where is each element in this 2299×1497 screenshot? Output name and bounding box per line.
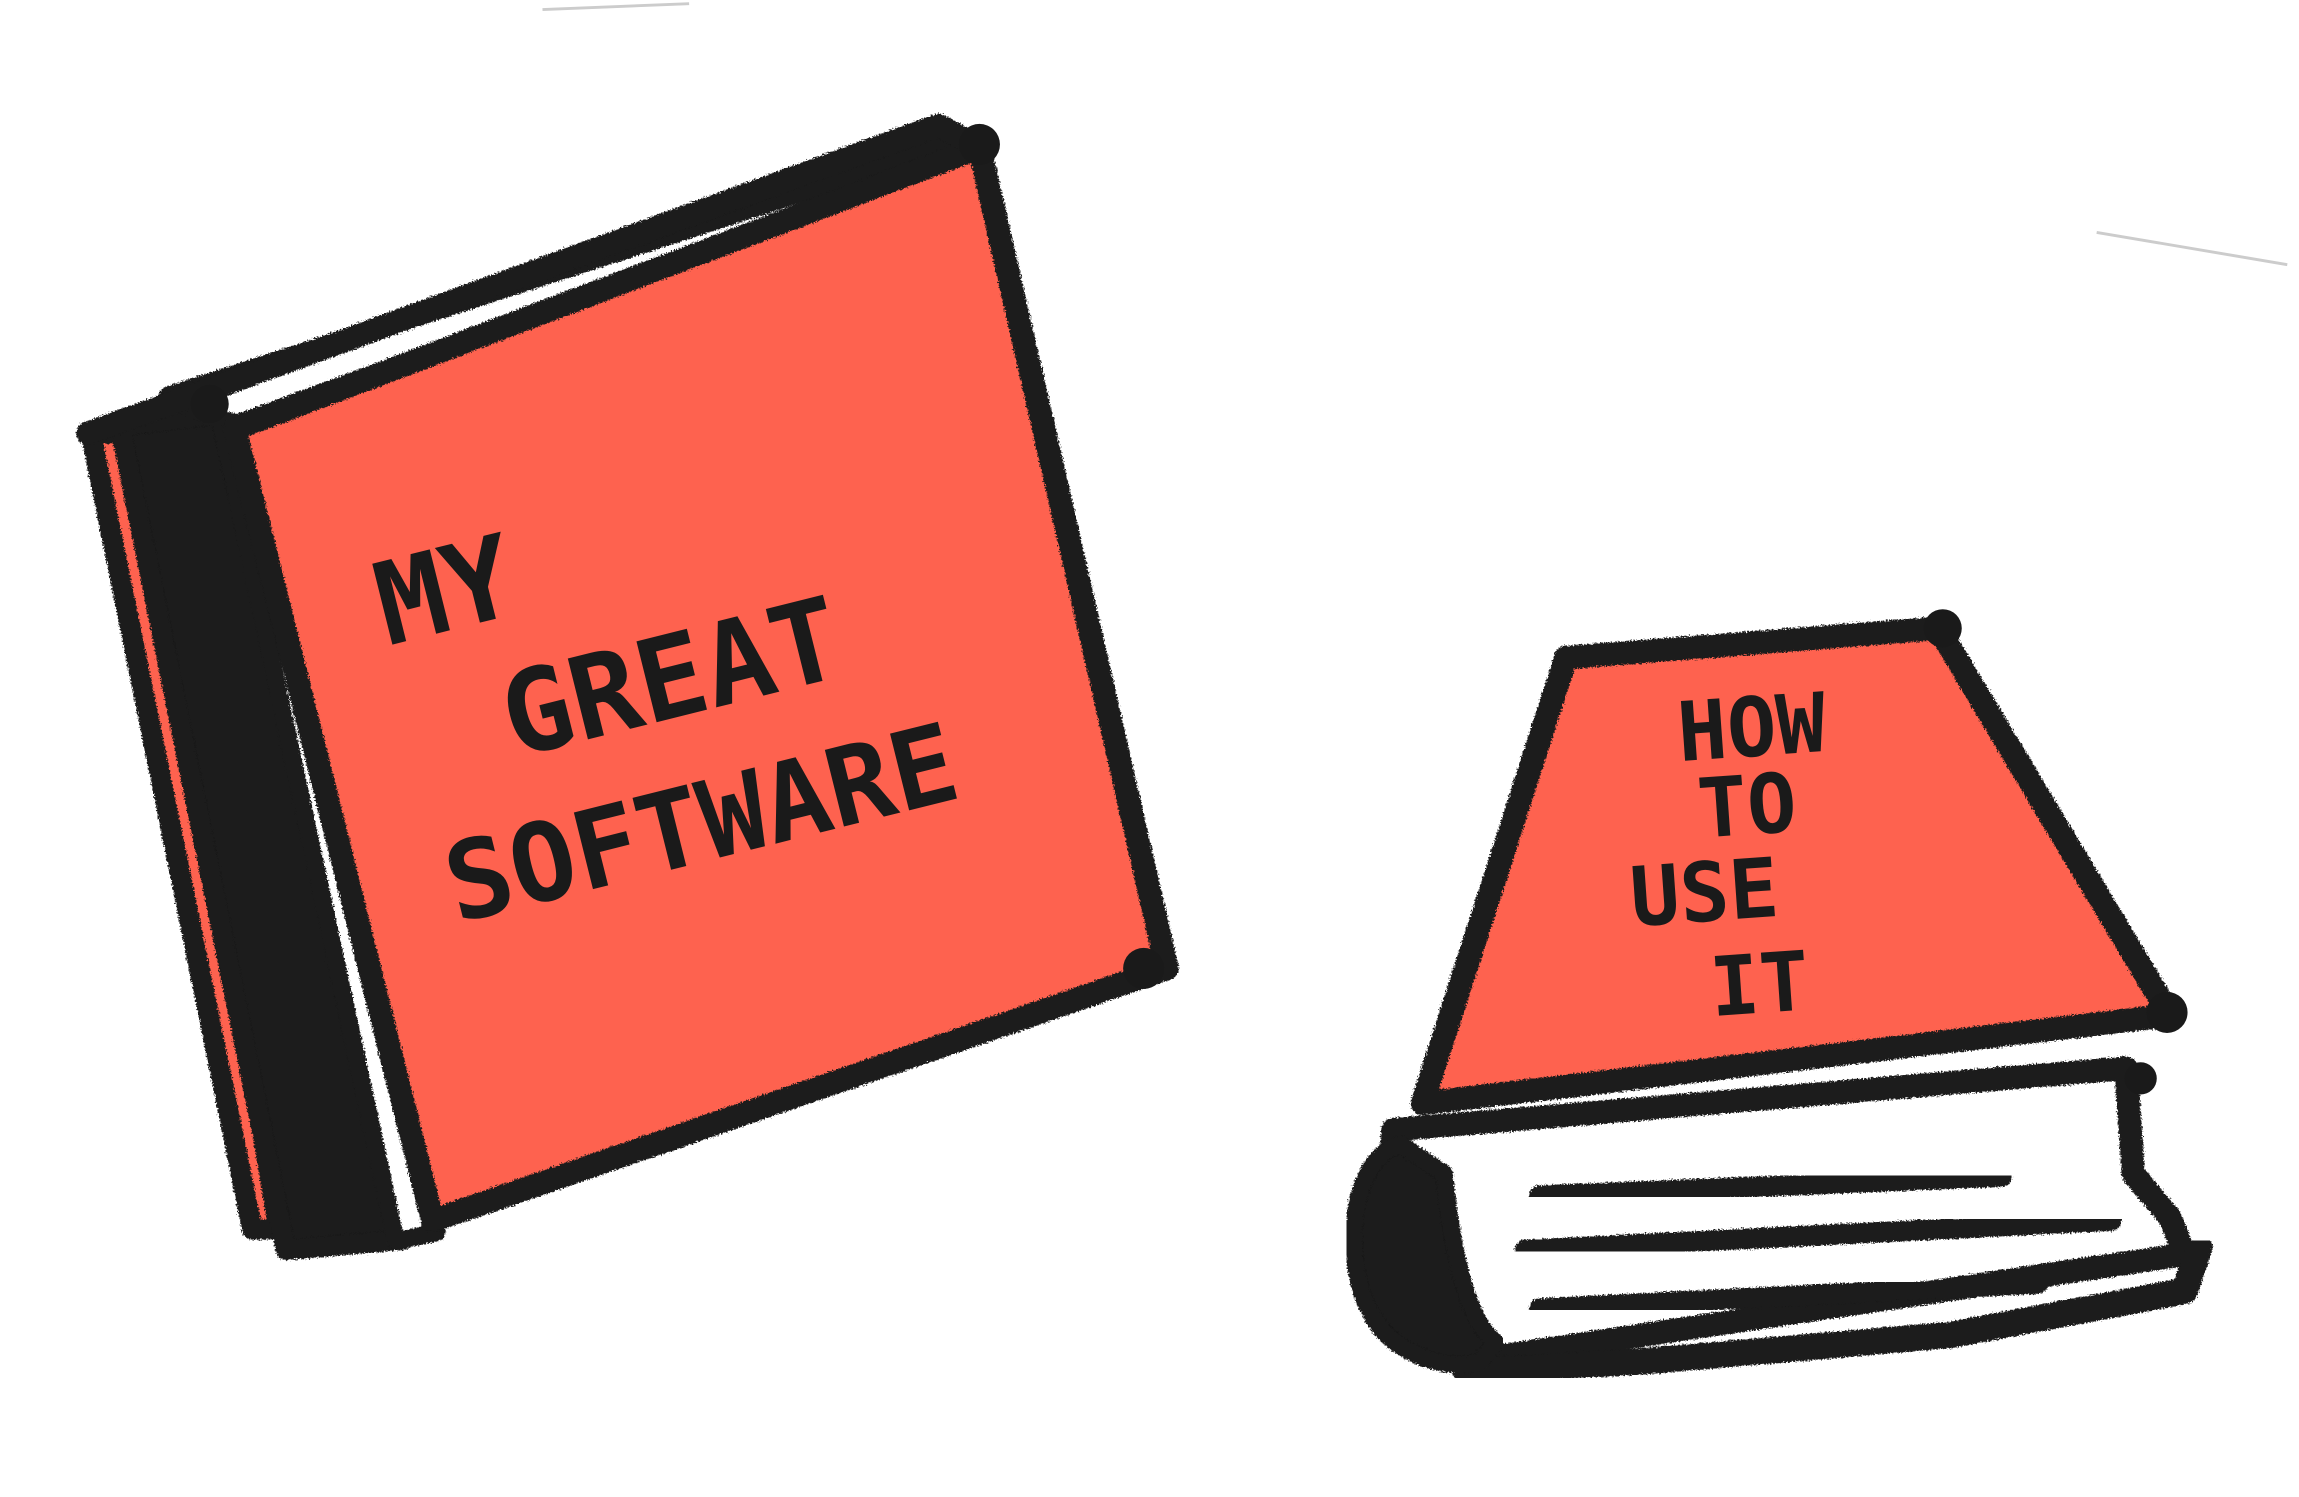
lying-book-corner xyxy=(1923,609,1962,648)
lying-book-spine xyxy=(1344,1135,1505,1374)
lying-book-title-line: IT xyxy=(1707,934,1812,1036)
lying-book-title: HOW TO USE IT xyxy=(1627,676,1829,1036)
upright-book-corner xyxy=(190,384,229,424)
lying-book-page-line xyxy=(1529,1166,2012,1206)
lying-book-bottom-edge xyxy=(1453,1233,2213,1385)
paper-speck xyxy=(2096,230,2288,267)
upright-book-title-line: MY xyxy=(362,509,528,671)
lying-book-page-line xyxy=(1514,1210,2122,1261)
lying-book-title-line: USE xyxy=(1627,841,1782,946)
upright-book-front-cover xyxy=(222,135,1179,1233)
upright-book-top-edge xyxy=(76,113,992,445)
lying-book-corner xyxy=(2124,1062,2157,1095)
paper-speck xyxy=(542,2,690,12)
lying-book-title-line: TO xyxy=(1694,756,1799,858)
lying-book-page-line xyxy=(1529,1273,2049,1319)
upright-book-corner xyxy=(1123,947,1165,989)
lying-book-title-line: HOW xyxy=(1674,676,1829,781)
lying-book-illustration: HOW TO USE IT xyxy=(1344,609,2213,1385)
upright-book-corner xyxy=(958,123,1000,165)
lying-book-corner xyxy=(2146,991,2188,1033)
upright-book-illustration: MY GREAT SOFTWARE xyxy=(76,113,1179,1261)
